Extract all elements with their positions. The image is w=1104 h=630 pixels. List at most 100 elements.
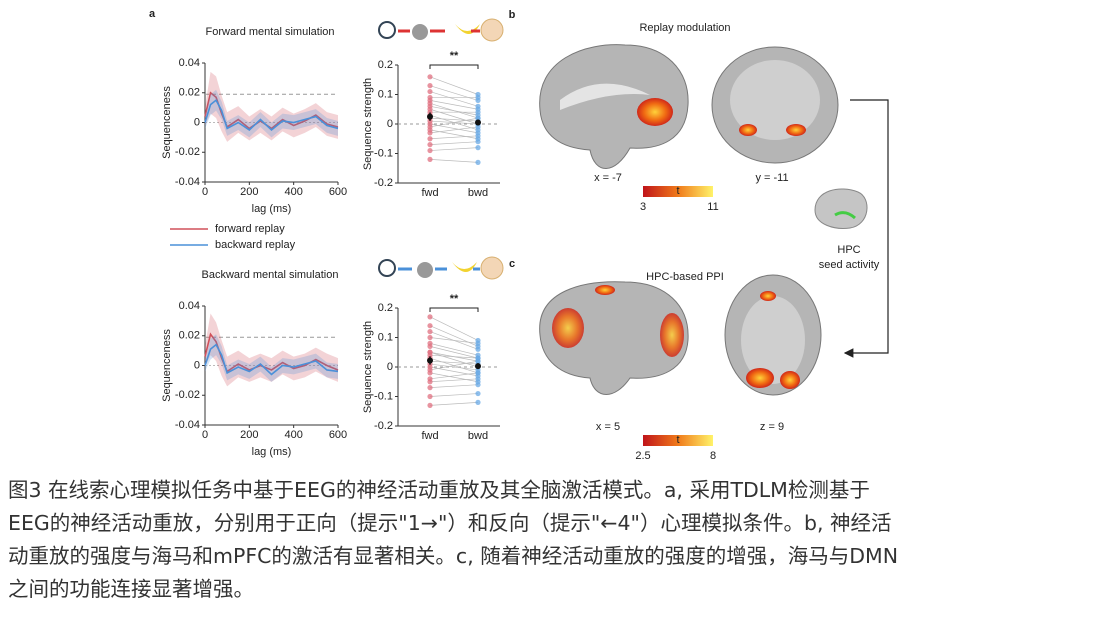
- error-band: [205, 334, 338, 382]
- y-tick-label: -0.04: [175, 419, 200, 431]
- mean-marker: [475, 363, 481, 370]
- caption-line: EEG的神经活动重放，分别用于正向（提示"1→"）和反向（提示"←4"）心理模拟…: [8, 511, 892, 535]
- pair-line: [429, 100, 479, 110]
- data-point: [475, 399, 481, 405]
- y-tick-label: -0.2: [374, 177, 393, 189]
- data-point: [475, 346, 481, 352]
- data-point: [475, 109, 481, 115]
- y-tick-label: -0.04: [175, 176, 200, 188]
- slice-label: x = 5: [596, 421, 620, 433]
- pair-line: [429, 372, 479, 380]
- pair-line: [429, 360, 479, 371]
- pair-line: [429, 337, 479, 344]
- stimulus-icons: [378, 18, 504, 280]
- data-point: [427, 323, 433, 329]
- data-point: [427, 385, 433, 391]
- pair-line: [429, 135, 479, 140]
- colorbar-tick: 11: [707, 201, 718, 213]
- colorbar-tick: 8: [710, 450, 716, 462]
- data-point: [427, 370, 433, 376]
- data-point: [475, 340, 481, 346]
- data-point: [475, 390, 481, 397]
- series-line: [204, 98, 339, 131]
- slice-label: x = -7: [594, 172, 622, 184]
- data-point: [475, 382, 481, 388]
- y-tick-label: 0.04: [179, 300, 200, 312]
- series-line: [204, 343, 339, 376]
- x-tick-label: 200: [240, 186, 258, 198]
- data-point: [475, 370, 481, 376]
- pair-line: [429, 159, 479, 163]
- pair-line: [429, 147, 479, 151]
- colorbar-label: t: [676, 434, 679, 446]
- y-tick-label: -0.02: [175, 389, 200, 401]
- data-point: [427, 334, 433, 341]
- legend-label: backward replay: [215, 239, 296, 251]
- pair-line: [429, 129, 479, 140]
- data-point: [475, 145, 481, 151]
- data-point: [427, 343, 433, 349]
- data-point: [427, 136, 433, 142]
- x-tick-label: bwd: [468, 430, 488, 442]
- x-tick-label: fwd: [421, 430, 438, 442]
- data-point: [427, 88, 433, 95]
- data-point: [427, 130, 433, 136]
- y-tick-label: 0.04: [179, 57, 200, 69]
- pair-line: [429, 372, 479, 383]
- error-band: [205, 89, 338, 138]
- panel-label: a: [149, 8, 156, 20]
- pair-line: [429, 108, 479, 125]
- data-point: [427, 393, 433, 400]
- x-tick-label: 600: [329, 429, 347, 441]
- panel-title: HPC-based PPI: [646, 271, 724, 283]
- y-tick-label: 0: [194, 116, 200, 128]
- colorbar-tick: 2.5: [635, 450, 650, 462]
- pair-line: [429, 351, 479, 368]
- colorbar-label: t: [676, 185, 679, 197]
- mean-marker: [475, 119, 481, 126]
- x-tick-label: 400: [284, 186, 302, 198]
- caption: 图3 在线索心理模拟任务中基于EEG的神经活动重放及其全脑激活模式。a, 采用T…: [8, 474, 1100, 606]
- significance-bracket: [429, 64, 479, 69]
- caption-line: 动重放的强度与海马和mPFC的激活有显著相关。c, 随着神经活动重放的强度的增强…: [8, 544, 899, 568]
- x-tick-label: 400: [284, 429, 302, 441]
- data-point: [475, 124, 481, 130]
- y-tick-label: 0.2: [378, 59, 393, 71]
- pair-line: [429, 316, 479, 341]
- data-point: [427, 156, 433, 162]
- mean-marker: [427, 113, 433, 120]
- x-axis-label: lag (ms): [252, 203, 292, 215]
- data-point: [427, 142, 433, 148]
- x-tick-label: 0: [202, 186, 208, 198]
- y-tick-label: -0.1: [374, 147, 393, 159]
- brain-images: [539, 44, 868, 396]
- seed-label: HPC: [837, 244, 860, 256]
- y-tick-label: 0: [194, 359, 200, 371]
- y-tick-label: 0.1: [378, 88, 393, 100]
- data-point: [475, 159, 481, 165]
- data-point: [475, 94, 481, 101]
- y-axis-label: Sequenceness: [161, 86, 173, 159]
- pair-line: [429, 393, 479, 397]
- pair-line: [429, 360, 479, 365]
- y-axis-label: Sequence strength: [362, 321, 374, 413]
- data-point: [427, 147, 433, 154]
- panel-label: b: [509, 9, 516, 21]
- connector-arrow: [843, 99, 889, 358]
- data-point: [427, 329, 433, 335]
- data-point: [475, 358, 481, 364]
- pair-line: [429, 105, 479, 116]
- y-tick-label: -0.1: [374, 390, 393, 402]
- colorbar: [643, 186, 713, 197]
- pair-line: [429, 343, 479, 356]
- data-point: [427, 83, 433, 89]
- colorbar-tick: 3: [640, 201, 646, 213]
- significance: **: [450, 50, 459, 62]
- y-axis-label: Sequence strength: [362, 78, 374, 170]
- pair-line: [429, 346, 479, 359]
- caption-line: 图3 在线索心理模拟任务中基于EEG的神经活动重放及其全脑激活模式。a, 采用T…: [8, 478, 870, 502]
- mean-marker: [427, 357, 433, 364]
- x-tick-label: 0: [202, 429, 208, 441]
- slice-label: y = -11: [755, 172, 788, 184]
